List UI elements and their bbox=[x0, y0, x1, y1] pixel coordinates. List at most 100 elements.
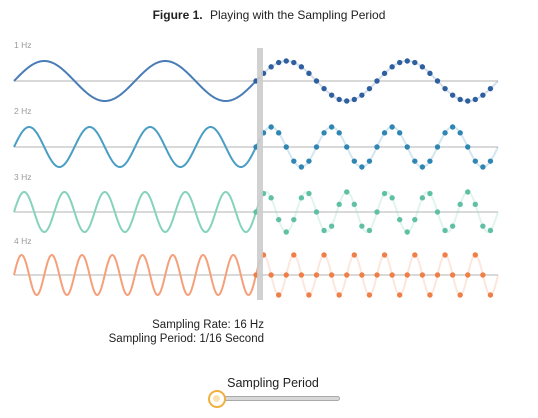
sample-dot bbox=[404, 229, 410, 235]
sample-dot bbox=[434, 209, 441, 215]
sample-dot bbox=[298, 195, 305, 201]
sample-dot bbox=[336, 96, 342, 103]
sample-dot bbox=[291, 158, 297, 164]
figure-label: Figure 1. bbox=[152, 8, 203, 22]
row-label-3: 3 Hz bbox=[14, 172, 31, 182]
sample-dot bbox=[336, 292, 342, 298]
row-label-4: 4 Hz bbox=[14, 236, 31, 246]
row-label-1: 1 Hz bbox=[14, 40, 31, 50]
sample-dot bbox=[457, 130, 463, 136]
sample-dot bbox=[344, 189, 350, 195]
sample-dot bbox=[321, 252, 327, 258]
sample-dot bbox=[427, 292, 433, 298]
sample-dot bbox=[283, 272, 289, 278]
sample-dot bbox=[434, 144, 441, 150]
sample-dot bbox=[472, 252, 479, 258]
sample-dot bbox=[268, 195, 274, 201]
sample-dot bbox=[381, 70, 388, 77]
sampling-waves-plot: 1 Hz 2 Hz 3 Hz 4 Hz bbox=[13, 40, 499, 300]
sample-dot bbox=[321, 85, 327, 92]
sample-dot bbox=[457, 96, 463, 103]
sample-dot bbox=[351, 201, 358, 208]
sample-dot bbox=[465, 189, 471, 195]
sample-dot bbox=[381, 190, 388, 197]
sample-dot bbox=[381, 130, 388, 136]
sample-dot bbox=[283, 229, 289, 235]
wave-solid-2 bbox=[13, 125, 261, 169]
sampling-rate-text: Sampling Rate: 16 Hz bbox=[152, 319, 264, 331]
sampling-period-slider-handle[interactable] bbox=[208, 390, 226, 408]
figure-title: Figure 1. Playing with the Sampling Peri… bbox=[0, 8, 538, 22]
sample-dot bbox=[291, 59, 297, 66]
sample-dot bbox=[449, 124, 456, 130]
sample-dot bbox=[268, 124, 274, 130]
sample-dot bbox=[457, 201, 463, 208]
sample-dot bbox=[412, 158, 418, 164]
sample-dot bbox=[412, 252, 418, 258]
sample-dot bbox=[275, 130, 282, 136]
sample-dot bbox=[291, 252, 297, 258]
sample-dot bbox=[344, 272, 350, 278]
sample-dot bbox=[480, 223, 486, 229]
sample-dot bbox=[374, 209, 380, 215]
sample-dot bbox=[487, 85, 494, 92]
sampling-info: Sampling Rate: 16 Hz Sampling Period: 1/… bbox=[0, 318, 264, 346]
sample-dot bbox=[472, 96, 479, 103]
sample-dot bbox=[442, 130, 448, 136]
sample-dot bbox=[321, 130, 327, 136]
sample-dot bbox=[298, 64, 305, 70]
sample-dot bbox=[465, 144, 471, 150]
sample-dot bbox=[321, 227, 327, 234]
sample-dot bbox=[328, 223, 335, 229]
sample-dot bbox=[328, 124, 335, 130]
sample-dot bbox=[472, 201, 479, 208]
sample-dot bbox=[487, 158, 494, 164]
sample-dot bbox=[268, 64, 274, 70]
sample-dot bbox=[480, 272, 486, 278]
sample-dot bbox=[419, 272, 426, 278]
sample-dot bbox=[419, 195, 426, 201]
sample-dot bbox=[344, 144, 350, 150]
sample-dot bbox=[366, 292, 373, 298]
sample-dot bbox=[396, 216, 403, 223]
sample-dot bbox=[427, 158, 433, 164]
sample-dot bbox=[374, 78, 380, 84]
sample-dot bbox=[396, 130, 403, 136]
sampling-period-text: Sampling Period: 1/16 Second bbox=[108, 333, 264, 345]
sample-dot bbox=[419, 164, 426, 170]
sample-dot bbox=[275, 216, 282, 223]
sample-dot bbox=[306, 158, 312, 164]
sample-dot bbox=[359, 164, 365, 170]
sample-dot bbox=[480, 164, 486, 170]
sample-dot bbox=[427, 190, 433, 197]
wave-solid-3 bbox=[13, 190, 261, 234]
sample-dot bbox=[374, 144, 380, 150]
sample-dot bbox=[351, 158, 358, 164]
sample-dot bbox=[412, 59, 418, 66]
sample-dot bbox=[366, 85, 373, 92]
sample-dot bbox=[359, 92, 365, 98]
sample-dot bbox=[313, 209, 320, 215]
sample-dot bbox=[306, 292, 312, 298]
row-label-2: 2 Hz bbox=[14, 106, 31, 116]
sample-dot bbox=[419, 64, 426, 70]
sample-dot bbox=[306, 190, 312, 197]
sample-dot bbox=[449, 272, 456, 278]
sample-dot bbox=[351, 252, 358, 258]
sample-dot bbox=[283, 144, 289, 150]
sample-dot bbox=[366, 227, 373, 234]
playhead-divider[interactable] bbox=[257, 48, 263, 300]
sample-dot bbox=[389, 64, 395, 70]
sample-dot bbox=[465, 272, 471, 278]
sample-dot bbox=[313, 144, 320, 150]
sample-dot bbox=[442, 252, 448, 258]
sample-dot bbox=[404, 272, 410, 278]
wave-faint-3 bbox=[259, 190, 499, 234]
sampling-period-slider-track[interactable] bbox=[216, 396, 340, 401]
sample-dot bbox=[336, 130, 342, 136]
sample-dot bbox=[442, 85, 448, 92]
sample-dot bbox=[487, 227, 494, 234]
figure-caption: Playing with the Sampling Period bbox=[209, 8, 386, 22]
sample-dot bbox=[434, 272, 441, 278]
sample-dot bbox=[359, 223, 365, 229]
